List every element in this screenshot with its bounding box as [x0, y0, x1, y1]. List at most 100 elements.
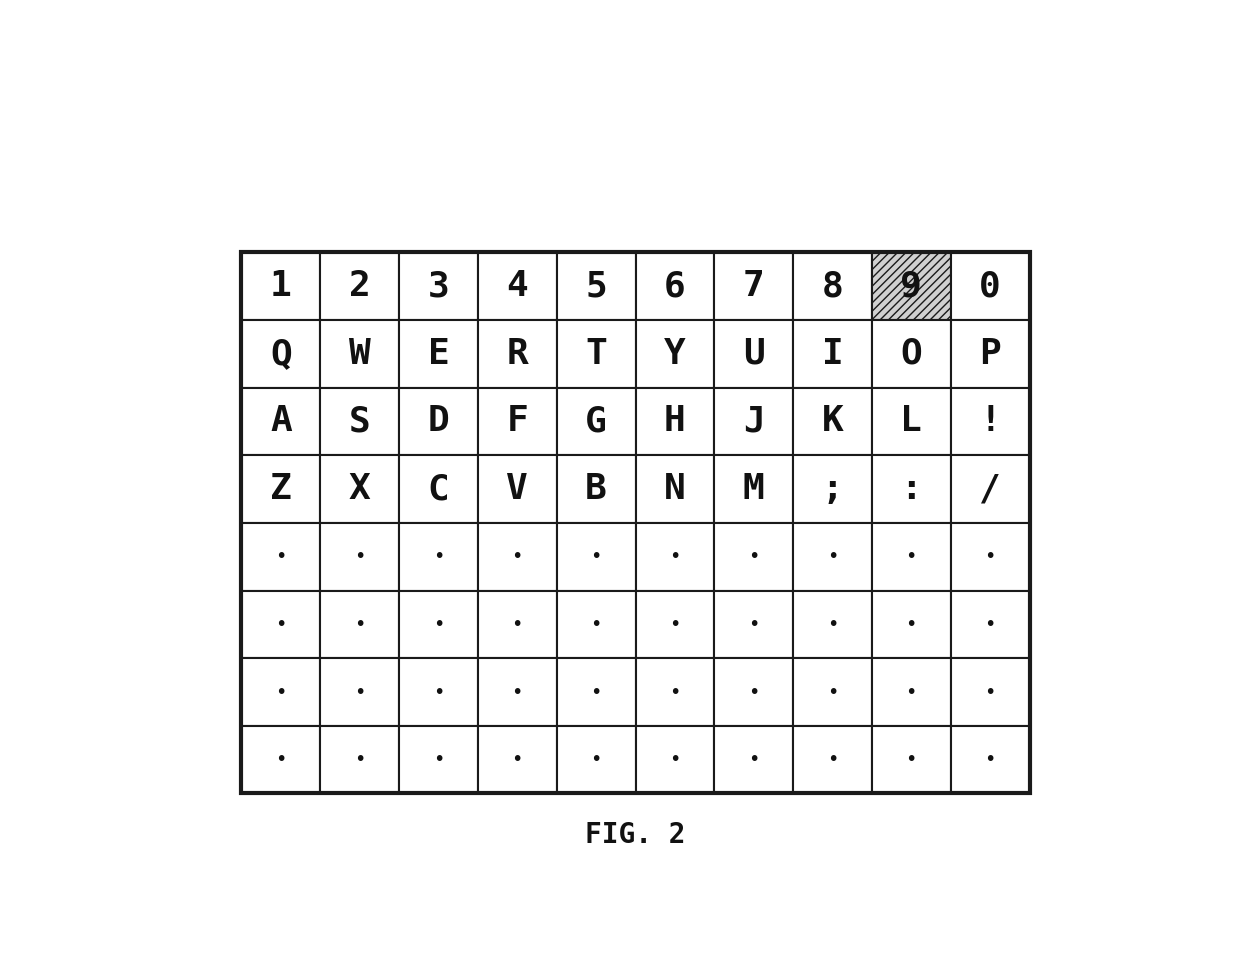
Bar	[714, 387, 794, 455]
Bar	[399, 658, 477, 726]
Text: •: •	[433, 548, 444, 566]
Text: L: L	[900, 404, 923, 438]
Text: S: S	[348, 404, 371, 438]
Bar	[714, 320, 794, 387]
Text: •: •	[512, 682, 523, 702]
Text: •: •	[985, 751, 996, 769]
Text: •: •	[748, 548, 759, 566]
Bar	[242, 387, 320, 455]
Text: A: A	[270, 404, 291, 438]
Text: •: •	[590, 615, 601, 633]
Bar	[557, 455, 635, 523]
Bar	[399, 455, 477, 523]
Bar	[557, 523, 635, 590]
Bar	[951, 387, 1029, 455]
Bar	[951, 590, 1029, 658]
Bar	[557, 320, 635, 387]
Text: •: •	[275, 682, 286, 702]
Text: D: D	[428, 404, 449, 438]
Text: T: T	[585, 337, 606, 371]
Text: •: •	[827, 682, 838, 702]
Bar	[477, 590, 557, 658]
Bar	[399, 590, 477, 658]
Text: •: •	[670, 615, 681, 633]
Text: B: B	[585, 472, 606, 507]
Bar	[714, 658, 794, 726]
Bar	[477, 658, 557, 726]
Text: •: •	[433, 751, 444, 769]
Bar	[872, 387, 951, 455]
Text: W: W	[348, 337, 371, 371]
Text: 3: 3	[428, 269, 449, 304]
Bar	[242, 455, 320, 523]
Bar	[320, 523, 399, 590]
Text: I: I	[822, 337, 843, 371]
Text: •: •	[905, 548, 918, 566]
Bar	[872, 253, 951, 320]
Text: •: •	[512, 751, 523, 769]
Bar	[714, 590, 794, 658]
Text: •: •	[748, 751, 759, 769]
Bar	[320, 658, 399, 726]
Bar	[399, 320, 477, 387]
Bar	[951, 455, 1029, 523]
Text: F: F	[506, 404, 528, 438]
Bar	[635, 523, 714, 590]
Bar	[557, 387, 635, 455]
Text: V: V	[506, 472, 528, 507]
Text: 0: 0	[980, 269, 1001, 304]
Text: !: !	[980, 404, 1001, 438]
Text: X: X	[348, 472, 371, 507]
Bar	[477, 320, 557, 387]
Bar	[635, 658, 714, 726]
Text: K: K	[822, 404, 843, 438]
Bar	[794, 523, 872, 590]
Text: •: •	[748, 682, 759, 702]
Text: •: •	[748, 615, 759, 633]
Bar	[714, 455, 794, 523]
Bar	[557, 590, 635, 658]
Bar	[477, 726, 557, 793]
Bar	[242, 726, 320, 793]
Text: •: •	[275, 615, 286, 633]
Text: 9: 9	[900, 269, 923, 304]
Bar	[872, 523, 951, 590]
Bar	[320, 726, 399, 793]
Text: H: H	[665, 404, 686, 438]
Text: •: •	[905, 682, 918, 702]
Text: •: •	[905, 615, 918, 633]
Text: •: •	[353, 548, 366, 566]
Text: •: •	[905, 751, 918, 769]
Text: R: R	[506, 337, 528, 371]
Bar	[320, 253, 399, 320]
Text: J: J	[743, 404, 765, 438]
Bar	[794, 253, 872, 320]
Text: :: :	[900, 472, 923, 507]
Bar	[794, 658, 872, 726]
Text: 2: 2	[348, 269, 371, 304]
Text: 8: 8	[822, 269, 843, 304]
Text: 4: 4	[506, 269, 528, 304]
Bar	[635, 455, 714, 523]
Text: N: N	[665, 472, 686, 507]
Text: E: E	[428, 337, 449, 371]
Bar	[477, 455, 557, 523]
Bar	[557, 253, 635, 320]
Bar	[951, 320, 1029, 387]
Bar	[872, 455, 951, 523]
Text: •: •	[670, 751, 681, 769]
Text: O: O	[900, 337, 923, 371]
Text: •: •	[512, 548, 523, 566]
Text: •: •	[433, 682, 444, 702]
Bar	[794, 320, 872, 387]
Bar	[635, 320, 714, 387]
Bar	[242, 658, 320, 726]
Text: 1: 1	[270, 269, 291, 304]
Text: •: •	[275, 751, 286, 769]
Bar	[477, 253, 557, 320]
Bar	[399, 523, 477, 590]
Text: Y: Y	[665, 337, 686, 371]
Text: •: •	[590, 682, 601, 702]
Bar	[714, 726, 794, 793]
Bar	[242, 523, 320, 590]
